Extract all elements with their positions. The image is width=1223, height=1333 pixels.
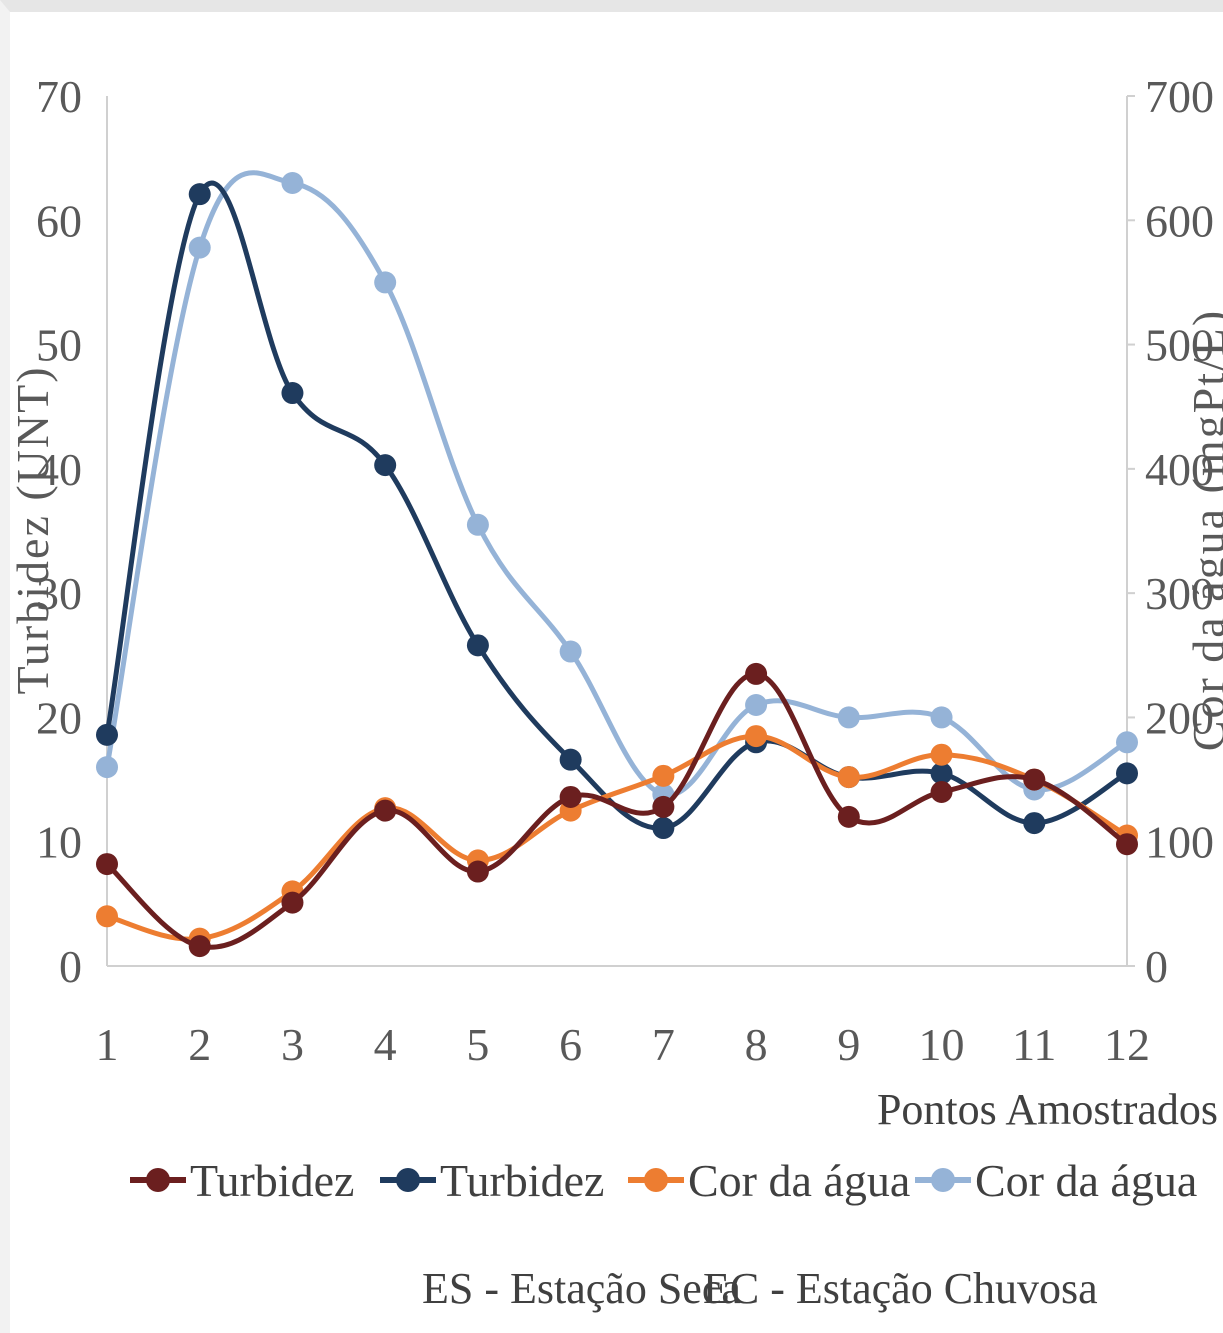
data-point-cor-da-agua-ec: [466, 513, 489, 536]
data-point-turbidez-ec: [188, 183, 211, 206]
data-point-cor-da-agua-es: [837, 766, 860, 789]
legend-item-turbidez-ec: Turbidez: [380, 1155, 604, 1206]
x-tick-label: 11: [1012, 1019, 1056, 1070]
legend-label: Turbidez: [190, 1155, 354, 1206]
data-point-turbidez-ec: [652, 817, 675, 840]
left-tick-label: 50: [36, 320, 82, 371]
right-tick-label: 400: [1145, 444, 1214, 495]
x-tick-label: 12: [1104, 1019, 1150, 1070]
series-cor-da-agua-ec: [96, 170, 1138, 806]
right-tick-label: 200: [1145, 692, 1214, 743]
data-point-turbidez-es: [930, 781, 953, 803]
data-point-turbidez-es: [837, 805, 860, 828]
data-point-turbidez-es: [281, 891, 304, 914]
legend-label: Cor da água: [688, 1155, 910, 1206]
x-tick-label: 9: [837, 1019, 860, 1070]
data-point-cor-da-agua-ec: [188, 236, 211, 259]
left-tick-label: 30: [36, 568, 82, 619]
data-point-cor-da-agua-ec: [281, 172, 304, 194]
data-point-turbidez-ec: [930, 762, 953, 785]
data-point-turbidez-ec: [1023, 812, 1046, 835]
x-tick-label: 5: [466, 1019, 489, 1070]
data-point-cor-da-agua-ec: [745, 694, 768, 716]
x-tick-label: 3: [281, 1019, 304, 1070]
right-tick-label: 300: [1145, 568, 1214, 619]
data-point-turbidez-ec: [281, 382, 304, 405]
right-tick-label: 600: [1145, 195, 1214, 246]
legend-swatch-marker: [644, 1168, 668, 1192]
series-line-cor-da-agua-es: [104, 733, 1130, 942]
data-point-turbidez-ec: [1116, 762, 1138, 785]
right-tick-label: 700: [1145, 71, 1214, 122]
data-point-turbidez-ec: [559, 748, 582, 771]
data-point-cor-da-agua-ec: [837, 706, 860, 729]
x-tick-label: 1: [96, 1019, 119, 1070]
data-point-cor-da-agua-ec: [559, 640, 582, 663]
data-point-turbidez-es: [1116, 833, 1138, 856]
legend-item-cor-da-agua-es: Cor da água: [628, 1155, 910, 1206]
data-point-cor-da-agua-ec: [96, 756, 118, 779]
season-note-wet: EC - Estação Chuvosa: [703, 1264, 1098, 1313]
data-point-turbidez-es: [96, 853, 118, 876]
data-point-cor-da-agua-es: [745, 725, 768, 748]
data-point-cor-da-agua-ec: [374, 271, 397, 294]
left-tick-label: 20: [36, 692, 82, 743]
x-tick-label: 6: [559, 1019, 582, 1070]
left-tick-label: 70: [36, 71, 82, 122]
data-point-turbidez-es: [745, 662, 768, 685]
data-point-turbidez-es: [374, 799, 397, 822]
x-tick-label: 7: [652, 1019, 675, 1070]
left-tick-label: 0: [59, 941, 82, 992]
x-tick-label: 8: [745, 1019, 768, 1070]
x-tick-label: 2: [188, 1019, 211, 1070]
legend-swatch-marker: [931, 1168, 955, 1192]
series-turbidez-es: [96, 662, 1138, 958]
data-point-cor-da-agua-ec: [930, 706, 953, 729]
left-tick-label: 60: [36, 195, 82, 246]
x-tick-label: 4: [374, 1019, 397, 1070]
right-tick-label: 500: [1145, 320, 1214, 371]
series-line-turbidez-ec: [104, 180, 1130, 831]
legend-swatch-marker: [396, 1168, 420, 1192]
data-point-cor-da-agua-es: [930, 743, 953, 766]
legend-item-cor-da-agua-ec: Cor da água: [915, 1155, 1197, 1206]
season-note-dry: ES - Estação Seca: [422, 1264, 741, 1313]
right-axis-title: Cor da água (mgPt/L): [1183, 309, 1223, 751]
left-axis-title: Turbidez (UNT): [7, 365, 58, 694]
data-point-turbidez-ec: [96, 723, 118, 746]
legend-swatch-marker: [146, 1168, 170, 1192]
x-tick-label: 10: [919, 1019, 965, 1070]
series-line-cor-da-agua-ec: [104, 170, 1130, 798]
x-axis-title: Pontos Amostrados: [877, 1085, 1218, 1134]
data-point-turbidez-es: [559, 785, 582, 808]
data-point-turbidez-ec: [466, 634, 489, 657]
legend-item-turbidez-es: Turbidez: [130, 1155, 354, 1206]
data-point-turbidez-es: [652, 795, 675, 818]
data-point-turbidez-es: [1023, 768, 1046, 791]
series-cor-da-agua-es: [96, 725, 1138, 950]
data-point-cor-da-agua-es: [96, 905, 118, 928]
left-tick-label: 10: [36, 817, 82, 868]
legend-label: Cor da água: [975, 1155, 1197, 1206]
data-point-turbidez-ec: [374, 454, 397, 477]
right-tick-label: 100: [1145, 817, 1214, 868]
right-tick-label: 0: [1145, 941, 1168, 992]
data-point-cor-da-agua-es: [652, 764, 675, 787]
data-point-cor-da-agua-ec: [1116, 731, 1138, 754]
left-tick-label: 40: [36, 444, 82, 495]
legend-label: Turbidez: [440, 1155, 604, 1206]
data-point-turbidez-es: [188, 935, 211, 958]
data-point-turbidez-es: [466, 860, 489, 883]
